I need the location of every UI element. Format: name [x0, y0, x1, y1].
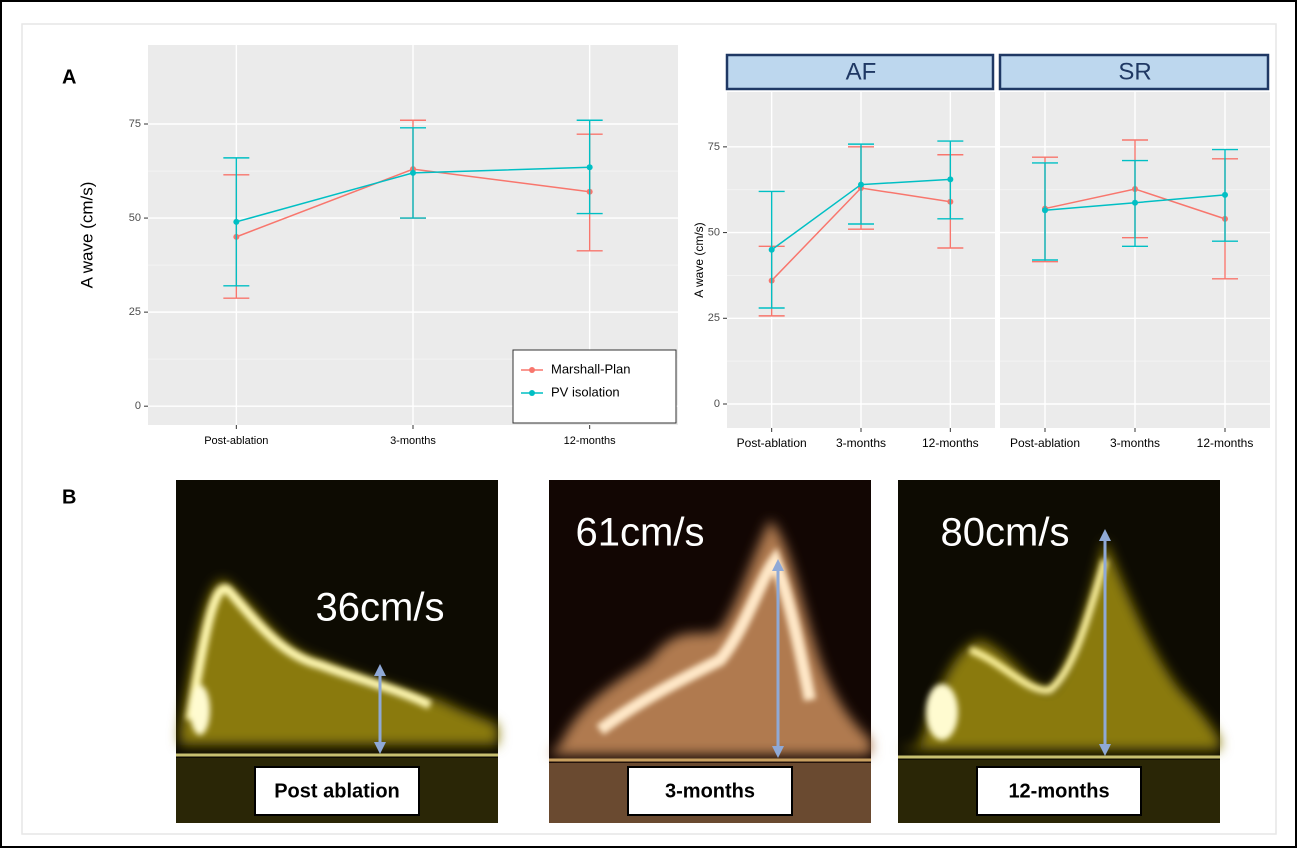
- x-tick-label: 3-months: [390, 435, 436, 447]
- panel-label: A: [62, 66, 76, 88]
- y-tick-label: 75: [129, 118, 141, 130]
- point: [1042, 207, 1048, 214]
- point: [768, 246, 775, 253]
- facet-title: AF: [846, 58, 877, 85]
- y-tick-label: 50: [129, 212, 141, 224]
- x-tick-label: 3-months: [1110, 436, 1160, 450]
- legend-swatch-point: [529, 390, 535, 396]
- x-tick-label: Post-ablation: [1010, 436, 1080, 450]
- point: [586, 164, 593, 171]
- image-label-box: [976, 766, 1142, 816]
- facet-strip: [725, 53, 995, 91]
- facet-title: SR: [1118, 58, 1151, 85]
- point: [858, 181, 864, 188]
- x-tick-label: 3-months: [836, 436, 886, 450]
- y-axis-title: A wave (cm/s): [692, 222, 706, 297]
- image-label-box: [627, 766, 793, 816]
- y-tick-label: 25: [129, 306, 141, 318]
- panel-label: B: [62, 486, 76, 508]
- point: [1132, 199, 1138, 206]
- legend-box: [512, 349, 677, 424]
- image-label: 3-months: [665, 780, 755, 802]
- point: [410, 169, 416, 176]
- point: [1222, 191, 1228, 198]
- image-label: 12-months: [1008, 780, 1109, 802]
- doppler-image: [549, 480, 871, 823]
- point: [233, 218, 240, 225]
- image-label-box: [254, 766, 420, 816]
- speed-label: 36cm/s: [316, 586, 445, 630]
- x-tick-label: Post-ablation: [737, 436, 807, 450]
- y-tick-label: 0: [714, 398, 720, 410]
- legend-label: Marshall-Plan: [551, 361, 630, 376]
- inner-border: [21, 23, 1277, 835]
- legend-label: PV isolation: [551, 384, 620, 399]
- doppler-image: [176, 480, 498, 823]
- speed-label: 80cm/s: [941, 511, 1070, 555]
- speed-label: 61cm/s: [576, 511, 705, 555]
- point: [947, 176, 954, 183]
- y-tick-label: 75: [708, 141, 720, 153]
- x-tick-label: 12-months: [564, 435, 616, 447]
- image-label: Post ablation: [274, 780, 400, 802]
- x-tick-label: 12-months: [1197, 436, 1254, 450]
- facet-strip: [998, 53, 1270, 91]
- y-tick-label: 25: [708, 312, 720, 324]
- y-tick-label: 0: [135, 400, 141, 412]
- y-tick-label: 50: [708, 226, 720, 238]
- x-tick-label: Post-ablation: [204, 435, 268, 447]
- x-tick-label: 12-months: [922, 436, 979, 450]
- doppler-image: [898, 480, 1220, 823]
- legend-swatch-point: [529, 367, 535, 373]
- y-axis-title: A wave (cm/s): [77, 182, 96, 289]
